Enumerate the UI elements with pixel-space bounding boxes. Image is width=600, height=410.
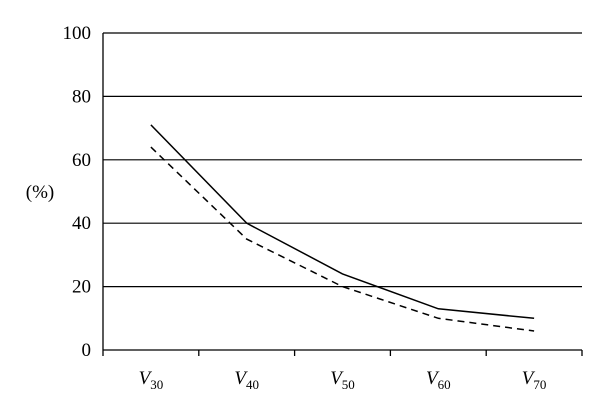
x-category-label-V50: V50 — [330, 368, 355, 392]
y-tick-label-80: 80 — [72, 86, 91, 107]
x-category-labels: V30 V40 V50 V60 V70 — [139, 368, 547, 392]
x-category-label-V30: V30 — [139, 368, 164, 392]
x-category-label-V40: V40 — [234, 368, 259, 392]
y-tick-label-100: 100 — [63, 23, 92, 44]
y-axis-label: (%) — [26, 182, 54, 203]
y-tick-label-40: 40 — [72, 213, 91, 234]
series-lines — [150, 124, 535, 332]
series-line-dashed — [150, 146, 535, 332]
x-tick-marks — [102, 350, 583, 356]
series-line-solid — [150, 124, 535, 320]
y-tick-label-20: 20 — [72, 277, 91, 298]
gridlines — [103, 32, 582, 288]
x-category-label-V60: V60 — [426, 368, 451, 392]
y-tick-label-60: 60 — [72, 150, 91, 171]
x-category-label-V70: V70 — [522, 368, 547, 392]
y-tick-label-0: 0 — [82, 340, 92, 361]
y-tick-labels: 0 20 40 60 80 100 — [63, 23, 92, 361]
